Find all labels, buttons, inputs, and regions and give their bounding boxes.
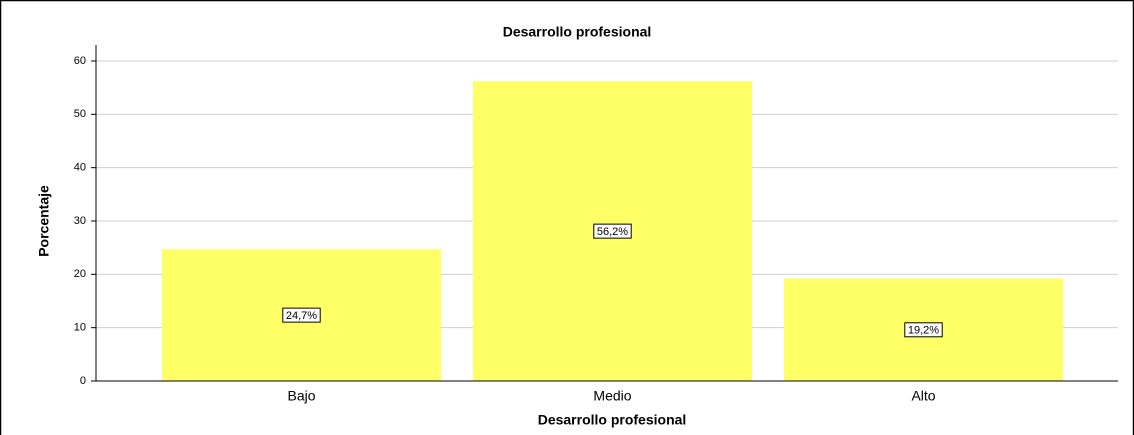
x-tick-label: Alto <box>911 388 935 404</box>
x-tick-label: Medio <box>593 388 631 404</box>
value-label-box <box>904 322 943 338</box>
value-label-box <box>593 223 632 239</box>
value-label: 24,7% <box>286 310 317 322</box>
value-label: 56,2% <box>597 226 628 238</box>
y-tick-label: 40 <box>74 162 86 174</box>
y-tick-label: 60 <box>74 55 86 67</box>
y-tick-label: 0 <box>80 375 86 387</box>
y-tick-label: 30 <box>74 215 86 227</box>
x-axis-label: Desarrollo profesional <box>538 412 687 428</box>
y-tick-label: 20 <box>74 268 86 280</box>
chart-title: Desarrollo profesional <box>503 24 652 40</box>
x-tick-label: Bajo <box>287 388 315 404</box>
value-label: 19,2% <box>908 325 939 337</box>
y-tick-label: 50 <box>74 108 86 120</box>
y-axis-label: Porcentaje <box>36 185 52 257</box>
y-tick-label: 10 <box>74 322 86 334</box>
value-label-box <box>282 307 321 323</box>
